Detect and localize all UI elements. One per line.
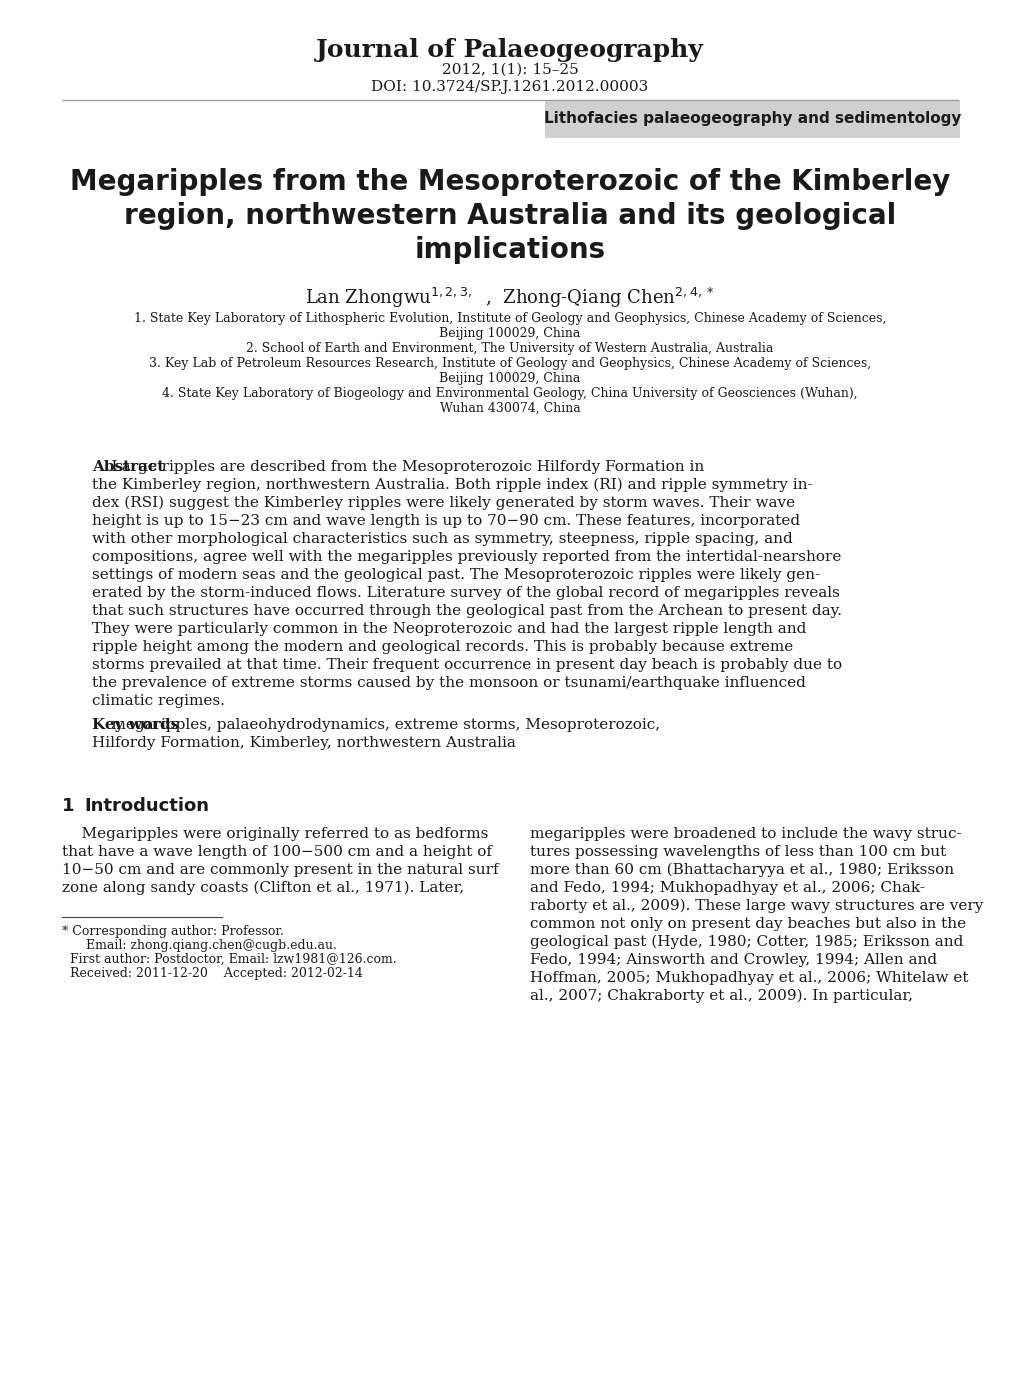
- Text: Beijing 100029, China: Beijing 100029, China: [439, 372, 580, 385]
- Text: Beijing 100029, China: Beijing 100029, China: [439, 327, 580, 340]
- Text: megaripples, palaeohydrodynamics, extreme storms, Mesoproterozoic,: megaripples, palaeohydrodynamics, extrem…: [92, 718, 659, 732]
- Text: Abstract: Abstract: [92, 459, 164, 473]
- Text: Lan Zhongwu$^{1, 2, 3,}$  ,  Zhong-Qiang Chen$^{2, 4, *}$: Lan Zhongwu$^{1, 2, 3,}$ , Zhong-Qiang C…: [305, 286, 714, 310]
- Text: dex (RSI) suggest the Kimberley ripples were likely generated by storm waves. Th: dex (RSI) suggest the Kimberley ripples …: [92, 495, 795, 511]
- Text: geological past (Hyde, 1980; Cotter, 1985; Eriksson and: geological past (Hyde, 1980; Cotter, 198…: [530, 936, 962, 949]
- Text: Megaripples were originally referred to as bedforms: Megaripples were originally referred to …: [62, 828, 488, 841]
- Text: First author: Postdoctor, Email: lzw1981@126.com.: First author: Postdoctor, Email: lzw1981…: [62, 954, 396, 966]
- Text: more than 60 cm (Bhattacharyya et al., 1980; Eriksson: more than 60 cm (Bhattacharyya et al., 1…: [530, 864, 953, 877]
- Text: common not only on present day beaches but also in the: common not only on present day beaches b…: [530, 918, 965, 931]
- Text: Email: zhong.qiang.chen@cugb.edu.au.: Email: zhong.qiang.chen@cugb.edu.au.: [62, 938, 336, 952]
- Text: climatic regimes.: climatic regimes.: [92, 693, 224, 709]
- Text: Key words: Key words: [92, 718, 179, 732]
- Text: megaripples were broadened to include the wavy struc-: megaripples were broadened to include th…: [530, 828, 961, 841]
- Text: Hoffman, 2005; Mukhopadhyay et al., 2006; Whitelaw et: Hoffman, 2005; Mukhopadhyay et al., 2006…: [530, 972, 968, 985]
- Text: implications: implications: [414, 237, 605, 264]
- Text: 4. State Key Laboratory of Biogeology and Environmental Geology, China Universit: 4. State Key Laboratory of Biogeology an…: [162, 388, 857, 400]
- Text: and Fedo, 1994; Mukhopadhyay et al., 2006; Chak-: and Fedo, 1994; Mukhopadhyay et al., 200…: [530, 882, 924, 895]
- Bar: [544, 100, 959, 138]
- Text: Fedo, 1994; Ainsworth and Crowley, 1994; Allen and: Fedo, 1994; Ainsworth and Crowley, 1994;…: [530, 954, 936, 967]
- Text: that such structures have occurred through the geological past from the Archean : that such structures have occurred throu…: [92, 603, 841, 619]
- Text: with other morphological characteristics such as symmetry, steepness, ripple spa: with other morphological characteristics…: [92, 531, 792, 547]
- Text: ripple height among the modern and geological records. This is probably because : ripple height among the modern and geolo…: [92, 639, 793, 655]
- Text: 2. School of Earth and Environment, The University of Western Australia, Austral: 2. School of Earth and Environment, The …: [246, 342, 773, 356]
- Text: zone along sandy coasts (Clifton et al., 1971). Later,: zone along sandy coasts (Clifton et al.,…: [62, 882, 464, 895]
- Text: Lithofacies palaeogeography and sedimentology: Lithofacies palaeogeography and sediment…: [543, 112, 960, 126]
- Text: They were particularly common in the Neoproterozoic and had the largest ripple l: They were particularly common in the Neo…: [92, 621, 806, 637]
- Text: tures possessing wavelengths of less than 100 cm but: tures possessing wavelengths of less tha…: [530, 846, 946, 859]
- Text: storms prevailed at that time. Their frequent occurrence in present day beach is: storms prevailed at that time. Their fre…: [92, 657, 842, 673]
- Text: that have a wave length of 100−500 cm and a height of: that have a wave length of 100−500 cm an…: [62, 846, 491, 859]
- Text: 1. State Key Laboratory of Lithospheric Evolution, Institute of Geology and Geop: 1. State Key Laboratory of Lithospheric …: [133, 311, 886, 325]
- Text: region, northwestern Australia and its geological: region, northwestern Australia and its g…: [123, 202, 896, 230]
- Text: * Corresponding author: Professor.: * Corresponding author: Professor.: [62, 925, 283, 938]
- Text: 10−50 cm and are commonly present in the natural surf: 10−50 cm and are commonly present in the…: [62, 864, 498, 877]
- Text: compositions, agree well with the megaripples previously reported from the inter: compositions, agree well with the megari…: [92, 549, 841, 565]
- Text: al., 2007; Chakraborty et al., 2009). In particular,: al., 2007; Chakraborty et al., 2009). In…: [530, 990, 912, 1003]
- Text: raborty et al., 2009). These large wavy structures are very: raborty et al., 2009). These large wavy …: [530, 900, 982, 913]
- Text: Received: 2011-12-20    Accepted: 2012-02-14: Received: 2011-12-20 Accepted: 2012-02-1…: [62, 967, 363, 980]
- Text: Large ripples are described from the Mesoproterozoic Hilfordy Formation in: Large ripples are described from the Mes…: [92, 459, 703, 473]
- Text: Megaripples from the Mesoproterozoic of the Kimberley: Megaripples from the Mesoproterozoic of …: [69, 167, 950, 197]
- Text: DOI: 10.3724/SP.J.1261.2012.00003: DOI: 10.3724/SP.J.1261.2012.00003: [371, 80, 648, 94]
- Text: the Kimberley region, northwestern Australia. Both ripple index (RI) and ripple : the Kimberley region, northwestern Austr…: [92, 477, 812, 493]
- Text: the prevalence of extreme storms caused by the monsoon or tsunami/earthquake inf: the prevalence of extreme storms caused …: [92, 675, 805, 691]
- Text: 2012, 1(1): 15–25: 2012, 1(1): 15–25: [441, 64, 578, 78]
- Text: Hilfordy Formation, Kimberley, northwestern Australia: Hilfordy Formation, Kimberley, northwest…: [92, 736, 516, 750]
- Text: 1: 1: [62, 797, 74, 815]
- Text: Introduction: Introduction: [84, 797, 209, 815]
- Text: erated by the storm-induced flows. Literature survey of the global record of meg: erated by the storm-induced flows. Liter…: [92, 585, 839, 601]
- Text: 3. Key Lab of Petroleum Resources Research, Institute of Geology and Geophysics,: 3. Key Lab of Petroleum Resources Resear…: [149, 357, 870, 370]
- Text: Journal of Palaeogeography: Journal of Palaeogeography: [316, 37, 703, 62]
- Text: Wuhan 430074, China: Wuhan 430074, China: [439, 401, 580, 415]
- Text: settings of modern seas and the geological past. The Mesoproterozoic ripples wer: settings of modern seas and the geologic…: [92, 567, 819, 583]
- Text: height is up to 15−23 cm and wave length is up to 70−90 cm. These features, inco: height is up to 15−23 cm and wave length…: [92, 513, 799, 529]
